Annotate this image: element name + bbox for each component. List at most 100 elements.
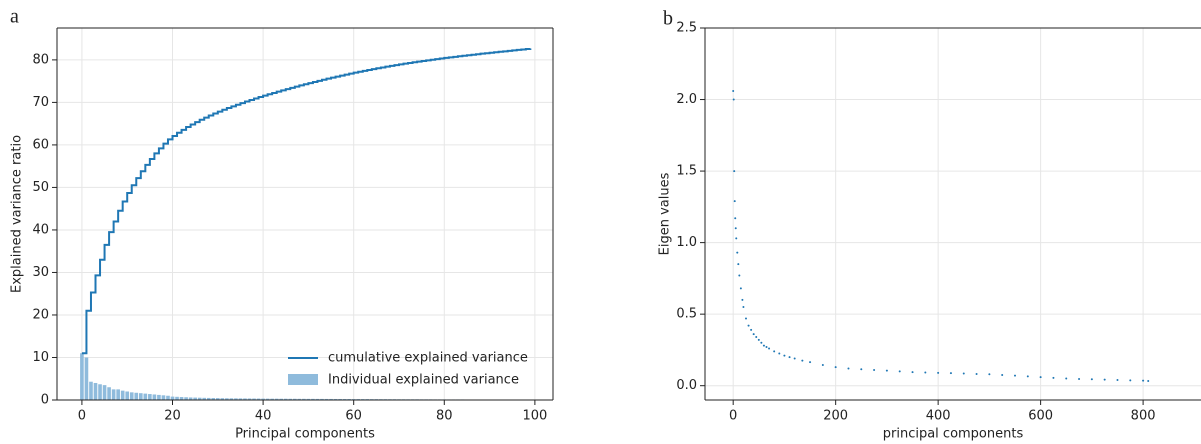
bar: [102, 385, 107, 400]
point: [778, 352, 781, 355]
point: [734, 217, 737, 220]
point: [752, 333, 755, 336]
bar: [93, 382, 98, 400]
point: [735, 237, 738, 240]
y-tick-label: 1.5: [676, 164, 697, 179]
point: [1065, 377, 1068, 380]
point: [750, 328, 753, 331]
point: [760, 341, 763, 344]
bar: [138, 393, 143, 400]
x-tick-label: 600: [1028, 409, 1053, 424]
bar: [265, 398, 270, 400]
point: [737, 263, 740, 266]
bar: [315, 398, 320, 400]
x-tick-label: 20: [164, 409, 181, 424]
bar: [107, 387, 111, 400]
point: [757, 338, 760, 341]
point: [768, 347, 771, 350]
point: [732, 89, 735, 92]
x-tick-label: 400: [926, 409, 951, 424]
point: [885, 369, 888, 372]
point: [801, 359, 804, 362]
bar: [116, 389, 120, 400]
bar: [243, 398, 247, 400]
bar: [143, 393, 148, 400]
point: [962, 372, 965, 375]
bar: [157, 394, 161, 400]
bar: [111, 389, 116, 400]
x-tick-label: 80: [436, 409, 453, 424]
bar: [311, 398, 315, 400]
point: [911, 371, 914, 374]
point: [1142, 379, 1145, 382]
x-axis-label: principal components: [883, 427, 1024, 442]
bar: [261, 398, 265, 400]
point: [765, 346, 768, 349]
bar: [120, 390, 125, 400]
point: [1001, 373, 1004, 376]
point: [783, 354, 786, 357]
point: [975, 372, 978, 375]
point: [809, 361, 812, 364]
point: [733, 200, 736, 203]
bar: [329, 398, 333, 400]
point: [755, 336, 758, 339]
bar: [220, 398, 225, 400]
bar: [161, 395, 166, 400]
x-tick-label: 100: [522, 409, 547, 424]
point: [773, 350, 776, 353]
bar: [320, 398, 324, 400]
point: [1026, 375, 1029, 378]
y-tick-label: 20: [32, 307, 49, 322]
point: [1090, 378, 1093, 381]
panel-label: b: [663, 8, 673, 30]
legend-label: cumulative explained variance: [328, 351, 528, 366]
bar: [333, 398, 338, 400]
bar: [89, 381, 93, 400]
bar: [148, 394, 152, 400]
point: [747, 324, 750, 327]
bar: [206, 397, 211, 400]
bar: [202, 397, 207, 400]
y-tick-label: 1.0: [676, 235, 697, 250]
bar: [279, 398, 284, 400]
bar: [270, 398, 274, 400]
point: [739, 287, 742, 290]
point: [924, 371, 927, 374]
point: [1116, 378, 1119, 381]
point: [732, 98, 735, 101]
y-tick-label: 50: [32, 180, 49, 195]
point: [847, 367, 850, 370]
bar: [175, 396, 179, 400]
point: [834, 366, 837, 369]
bar: [238, 398, 243, 400]
bar: [288, 398, 293, 400]
point: [733, 170, 736, 173]
y-tick-label: 40: [32, 222, 49, 237]
point: [738, 274, 741, 277]
bar: [211, 398, 216, 400]
y-tick-label: 80: [32, 52, 49, 67]
x-tick-label: 0: [78, 409, 86, 424]
y-tick-label: 10: [32, 350, 49, 365]
point: [873, 368, 876, 371]
step-line: [81, 48, 532, 355]
x-tick-label: 40: [255, 409, 272, 424]
x-tick-label: 60: [345, 409, 362, 424]
bar: [84, 357, 89, 400]
bar: [98, 384, 102, 400]
bar: [184, 397, 188, 400]
point: [1052, 376, 1055, 379]
point: [741, 298, 744, 301]
y-tick-label: 60: [32, 137, 49, 152]
panel-label: a: [10, 6, 19, 28]
point: [736, 251, 739, 254]
x-tick-label: 200: [823, 409, 848, 424]
point: [898, 370, 901, 373]
bar: [274, 398, 279, 400]
bar: [179, 397, 184, 400]
point: [1014, 374, 1016, 377]
bar: [152, 394, 157, 400]
y-tick-label: 30: [32, 265, 49, 280]
point: [734, 227, 737, 230]
